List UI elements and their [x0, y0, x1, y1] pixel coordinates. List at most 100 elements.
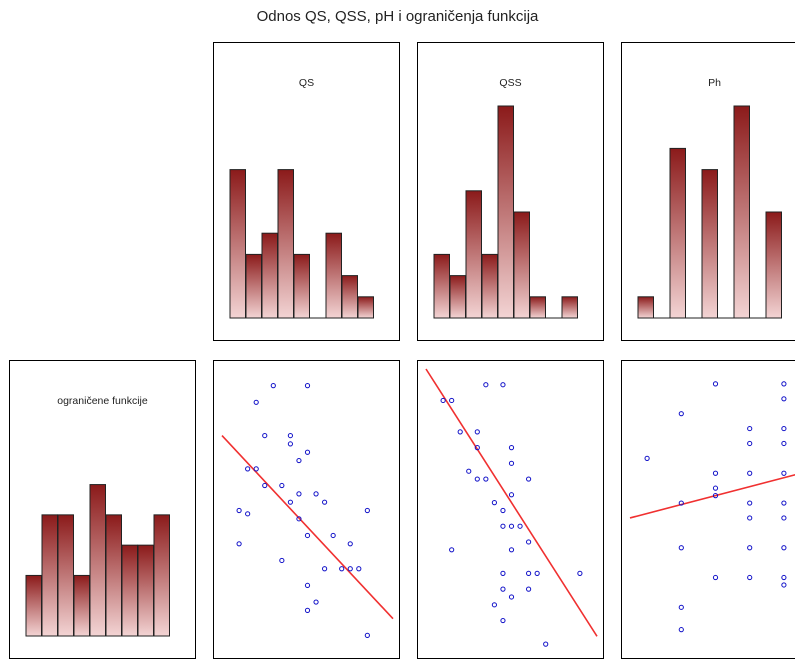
scatter-panel-qs — [213, 360, 400, 659]
histogram-qss — [433, 105, 578, 319]
bar — [561, 296, 578, 319]
scatter-point — [508, 594, 515, 600]
scatter-point — [449, 547, 455, 553]
scatter-point — [747, 545, 753, 551]
scatter-point — [287, 499, 294, 505]
bar — [529, 296, 546, 319]
scatter-point — [781, 396, 787, 402]
scatter-point — [508, 445, 515, 451]
histogram-panel-qss: QSS — [417, 42, 604, 341]
scatter-point — [236, 507, 242, 514]
bar — [637, 296, 654, 319]
scatter-point — [747, 470, 753, 476]
histogram-qs — [229, 169, 374, 319]
panel-label-qss: QSS — [499, 77, 522, 89]
scatter-point — [304, 449, 311, 455]
histogram-ogranicene-funkcije — [25, 484, 170, 637]
scatter-qs-vs-ogranicene — [221, 383, 394, 638]
scatter-point — [781, 545, 787, 551]
scatter-point — [491, 602, 498, 608]
bar — [277, 169, 294, 319]
bar — [465, 190, 482, 319]
regression-line — [425, 368, 598, 637]
scatter-point — [508, 492, 515, 498]
scatter-point — [508, 523, 515, 529]
scatter-point — [747, 574, 753, 581]
scatter-point — [678, 500, 684, 506]
scatter-point — [279, 557, 285, 564]
scatter-point — [313, 491, 319, 497]
scatter-point — [678, 604, 684, 610]
scatter-point — [781, 440, 787, 447]
scatter-point — [474, 429, 480, 435]
scatter-point — [747, 515, 753, 521]
scatter-point — [781, 515, 787, 521]
scatter-point — [330, 532, 336, 539]
scatter-panel-qss — [417, 360, 604, 659]
scatter-point — [781, 381, 787, 387]
scatter-point — [526, 570, 532, 576]
bar — [105, 514, 122, 637]
histogram-ph — [637, 105, 782, 319]
scatter-point — [483, 382, 489, 388]
figure-title: Odnos QS, QSS, pH i ograničenja funkcija — [256, 8, 539, 25]
scatter-point — [781, 574, 787, 581]
scatter-point — [279, 482, 285, 489]
scatter-point — [712, 470, 719, 476]
bar — [41, 514, 58, 637]
scatter-point — [304, 383, 311, 389]
bar — [229, 169, 246, 319]
scatter-point — [339, 566, 345, 572]
scatter-point — [347, 541, 353, 547]
bar — [497, 105, 514, 319]
bar — [433, 253, 450, 319]
bar — [449, 275, 466, 319]
bar — [293, 253, 310, 319]
scatter-point — [296, 491, 302, 497]
bar — [73, 574, 90, 637]
scatter-point — [500, 382, 506, 388]
histogram-panel-qs: QS — [213, 42, 400, 341]
scatter-point — [508, 547, 515, 553]
bar — [245, 253, 262, 319]
scatter-point — [500, 617, 506, 624]
scatter-point — [644, 455, 650, 461]
scatter-point — [500, 507, 506, 514]
bar — [137, 544, 154, 637]
scatter-point — [236, 541, 242, 547]
scatter-point — [356, 566, 362, 572]
scatter-point — [712, 381, 719, 387]
scatter-point — [262, 432, 268, 439]
scatter-point — [364, 507, 370, 514]
scatter-point — [747, 425, 753, 432]
scatter-point — [304, 607, 311, 613]
scatter-point — [287, 432, 294, 439]
scatter-point — [245, 511, 251, 517]
scatter-point — [712, 493, 719, 499]
scatter-point — [253, 466, 259, 472]
scatter-point — [304, 532, 311, 539]
scatter-point — [245, 466, 251, 472]
scatter-point — [500, 586, 506, 592]
bar — [765, 211, 782, 319]
scatter-point — [781, 425, 787, 432]
histogram-panel-ph: Ph — [621, 42, 795, 341]
bar — [701, 169, 718, 319]
scatter-point — [500, 523, 506, 529]
bar — [261, 232, 278, 319]
bar — [153, 514, 170, 637]
panel-label-ogranicene-funkcije: ograničene funkcije — [57, 395, 148, 407]
scatter-point — [678, 545, 684, 551]
scatter-point — [543, 641, 549, 647]
scatter-point — [534, 570, 540, 576]
bar — [341, 275, 358, 319]
scatter-point — [747, 440, 753, 447]
bar — [357, 296, 374, 319]
scatter-point — [322, 566, 328, 572]
scatter-point — [678, 627, 684, 633]
regression-line — [629, 474, 795, 519]
scatter-point — [781, 500, 787, 506]
scatter-point — [678, 411, 684, 417]
scatter-point — [322, 499, 328, 505]
scatter-point — [466, 468, 472, 474]
